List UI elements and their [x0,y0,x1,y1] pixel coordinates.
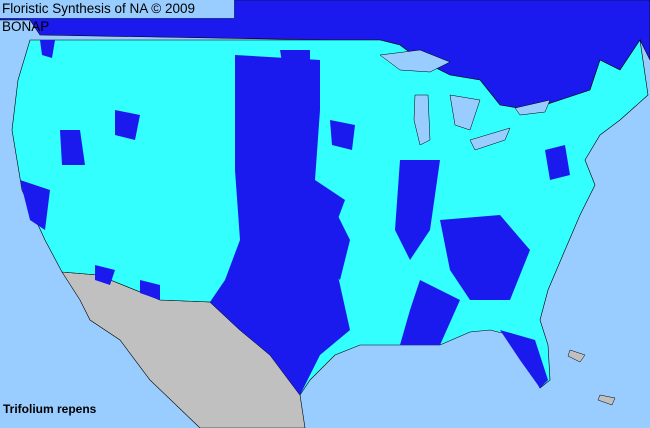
great-lakes [379,49,551,151]
map-title: Floristic Synthesis of NA © 2009 BONAP [0,0,235,34]
species-label: Trifolium repens [3,402,97,416]
state-level-presence [20,40,570,395]
islands [567,349,616,406]
